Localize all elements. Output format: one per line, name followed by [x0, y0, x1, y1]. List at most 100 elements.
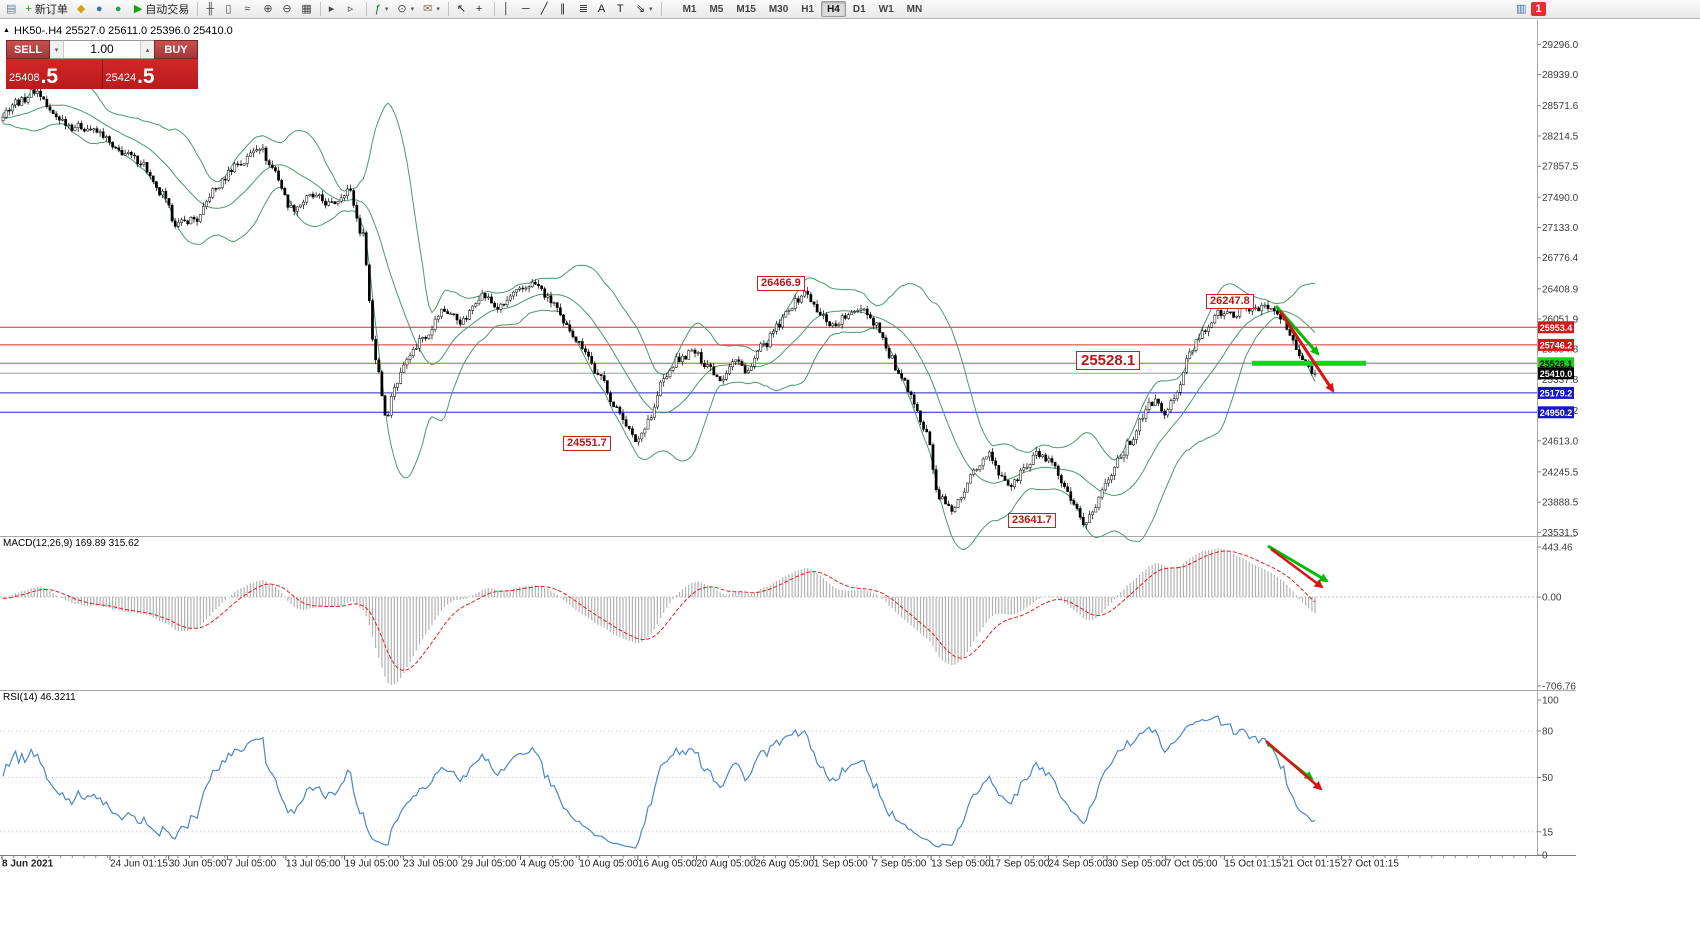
- time-label: 15 Oct 01:15: [1224, 859, 1282, 870]
- chart-title: HK50-.H4 25527.0 25611.0 25396.0 25410.0: [14, 25, 233, 37]
- new-chart-icon: ▤: [6, 2, 17, 15]
- ask-price[interactable]: 25424 .5: [102, 59, 198, 89]
- auto-scroll-button[interactable]: ▸: [325, 1, 343, 18]
- volume-value[interactable]: 1.00: [90, 42, 114, 56]
- indicators-button[interactable]: ƒ ▾: [371, 1, 393, 18]
- cursor-button[interactable]: ↖: [453, 1, 471, 18]
- fibonacci-tool-button[interactable]: ≣: [575, 1, 593, 18]
- timeframe-m15[interactable]: M15: [736, 4, 756, 15]
- time-label: 19 Jul 05:00: [345, 859, 400, 870]
- candles: [1, 89, 1317, 526]
- price-tick-label: 28571.6: [1542, 101, 1579, 112]
- volume-decrease-button[interactable]: ▾: [50, 41, 64, 58]
- navigator-button[interactable]: ●: [111, 1, 129, 18]
- volume-increase-button[interactable]: ▴: [140, 41, 154, 58]
- rsi-line: [2, 715, 1316, 849]
- channel-tool-icon: ∥: [559, 2, 566, 15]
- time-label: 30 Sep 05:00: [1107, 859, 1167, 870]
- periods-button[interactable]: ⊙ ▾: [393, 1, 418, 18]
- time-label: 7 Jul 05:00: [227, 859, 276, 870]
- label-tool-button[interactable]: T: [613, 1, 631, 18]
- toolbar-separator: [365, 2, 367, 16]
- ohlc-bars-mode-button[interactable]: ╫: [202, 1, 220, 18]
- timeframe-d1[interactable]: D1: [852, 4, 866, 15]
- text-tool-button[interactable]: A: [594, 1, 612, 18]
- price-annotation[interactable]: 26466.9: [757, 276, 805, 291]
- crosshair-button[interactable]: +: [472, 1, 490, 18]
- price-annotation[interactable]: 23641.7: [1008, 513, 1056, 528]
- templates-button[interactable]: ✉ ▾: [419, 1, 444, 18]
- buy-button[interactable]: BUY: [154, 40, 198, 59]
- periods-icon: ⊙: [397, 2, 407, 15]
- zoom-out-button[interactable]: ⊖: [278, 1, 296, 18]
- zoom-in-button[interactable]: ⊕: [259, 1, 277, 18]
- price-annotation[interactable]: 25528.1: [1076, 351, 1141, 370]
- price-tag: 25528.1: [1538, 357, 1574, 370]
- timeframe-mn[interactable]: MN: [906, 4, 923, 15]
- periods-dropdown-icon[interactable]: ▾: [410, 6, 415, 13]
- rsi-axis-label: 15: [1542, 827, 1554, 838]
- toolbar-separator: [493, 2, 495, 16]
- new-chart-button[interactable]: ▤: [2, 1, 20, 18]
- autotrading-button[interactable]: ▶ 自动交易: [130, 1, 193, 18]
- channel-tool-button[interactable]: ∥: [556, 1, 574, 18]
- bollinger-line: [2, 123, 1316, 551]
- templates-dropdown-icon[interactable]: ▾: [436, 6, 440, 13]
- arrows-tool-button[interactable]: ⇘ ▾: [632, 1, 657, 18]
- one-click-collapse-icon[interactable]: ▲: [3, 27, 10, 34]
- data-window-button[interactable]: ●: [92, 1, 110, 18]
- vertical-line-tool-button[interactable]: │: [499, 1, 517, 18]
- trend-arrow[interactable]: [1267, 544, 1329, 583]
- autotrading-icon: ▶: [133, 2, 143, 15]
- indicators-dropdown-icon[interactable]: ▾: [384, 6, 389, 13]
- new-order-label: 新订单: [34, 4, 68, 16]
- price-tag: 25179.2: [1538, 386, 1574, 399]
- svg-text:25528.1: 25528.1: [1540, 359, 1573, 369]
- timeframe-m5[interactable]: M5: [709, 4, 724, 15]
- arrows-tool-icon: ⇘: [635, 2, 646, 15]
- timeframe-h4[interactable]: H4: [821, 1, 846, 17]
- horizontal-line-tool-icon: ─: [521, 2, 530, 15]
- svg-text:25179.2: 25179.2: [1540, 388, 1573, 398]
- macd-histogram: [2, 548, 1316, 685]
- sell-button[interactable]: SELL: [6, 40, 50, 59]
- notification-badge[interactable]: 1: [1531, 2, 1546, 16]
- autotrading-label: 自动交易: [145, 4, 190, 16]
- ohlc-bars-mode-icon: ╫: [206, 2, 215, 15]
- time-label: 1 Sep 05:00: [814, 859, 868, 870]
- price-annotation[interactable]: 24551.7: [563, 436, 611, 451]
- timeframe-m1[interactable]: M1: [682, 4, 697, 15]
- time-label: 27 Oct 01:15: [1342, 859, 1400, 870]
- rsi-axis-label: 0: [1542, 851, 1548, 862]
- zoom-out-icon: ⊖: [282, 2, 292, 15]
- trendline-tool-button[interactable]: ╱: [537, 1, 555, 18]
- timeframe-h1[interactable]: H1: [801, 4, 815, 15]
- navigator-icon: ●: [114, 2, 122, 15]
- macd-axis-label: 443.46: [1542, 543, 1573, 554]
- bid-price[interactable]: 25408 .5: [6, 59, 103, 89]
- trend-arrow[interactable]: [1265, 740, 1323, 791]
- time-label: 13 Sep 05:00: [931, 859, 991, 870]
- volume-field[interactable]: ▾ 1.00 ▴: [50, 40, 154, 59]
- one-click-trading-panel: SELL ▾ 1.00 ▴ BUY 25408 .5 25424 .5: [6, 40, 198, 89]
- price-tick-label: 25337.8: [1542, 375, 1579, 386]
- trend-arrow[interactable]: [1270, 547, 1324, 589]
- price-tick-label: 23888.5: [1542, 498, 1579, 509]
- market-watch-button[interactable]: ◆: [73, 1, 91, 18]
- arrows-tool-dropdown-icon[interactable]: ▾: [649, 6, 653, 13]
- templates-icon: ✉: [423, 2, 433, 15]
- price-annotation[interactable]: 26247.8: [1206, 294, 1254, 309]
- trend-arrow[interactable]: [1278, 310, 1335, 393]
- line-chart-mode-button[interactable]: ≈: [240, 1, 258, 18]
- chart-window-icon[interactable]: ▥: [1516, 2, 1527, 15]
- svg-text:24950.2: 24950.2: [1540, 408, 1573, 418]
- timeframe-w1[interactable]: W1: [878, 4, 894, 15]
- timeframe-m30[interactable]: M30: [768, 4, 789, 15]
- horizontal-line-tool-button[interactable]: ─: [518, 1, 536, 18]
- chart-shift-button[interactable]: ▹: [344, 1, 362, 18]
- tile-windows-button[interactable]: ▦: [297, 1, 315, 18]
- new-order-button[interactable]: + 新订单: [21, 1, 71, 18]
- candlestick-mode-button[interactable]: ▯: [221, 1, 239, 18]
- price-tag: 25953.4: [1538, 321, 1574, 334]
